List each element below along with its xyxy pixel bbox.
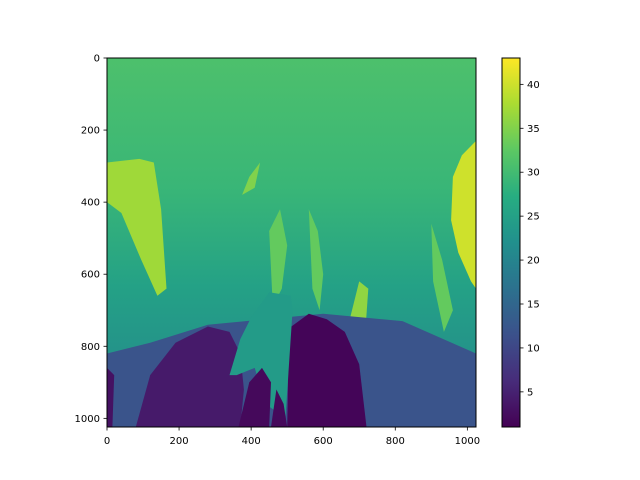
y-tick-label: 0 [94,54,100,65]
colorbar-frame [501,57,521,428]
colorbar-tick-label: 15 [527,300,540,311]
y-tick-label: 800 [81,342,100,353]
colorbar-gradient [502,58,520,427]
x-tick-label: 400 [242,436,261,447]
region-center-dark-lobe [287,313,367,427]
region-left-dark-lobe [135,326,244,427]
colorbar-ticks: 5 10 15 20 25 30 35 40 [520,80,540,398]
x-tick-label: 0 [104,436,110,447]
plot-area [106,57,477,428]
plot-frame [106,57,477,428]
y-axis: 0 200 400 600 800 1000 [75,54,107,425]
colorbar-tick-label: 20 [527,256,540,267]
y-tick-label: 400 [81,198,100,209]
colorbar-tick-label: 5 [527,387,533,398]
colorbar-tick-label: 25 [527,212,540,223]
region-streak-920 [431,223,453,332]
region-dark-notch-b [271,389,288,427]
region-streak-580 [308,209,324,311]
region-left-plume [107,158,167,296]
region-streak-470 [269,209,288,307]
x-tick-label: 1000 [455,436,480,447]
region-dark-notch-a [238,367,271,427]
y-tick-label: 1000 [75,414,100,425]
colorbar: 5 10 15 20 25 30 35 40 [501,57,540,428]
colorbar-tick-label: 35 [527,124,540,135]
x-axis: 0 200 400 600 800 1000 [104,427,480,447]
y-tick-label: 200 [81,126,100,137]
y-tick-label: 600 [81,270,100,281]
colorbar-tick-label: 40 [527,80,540,91]
colorbar-tick-label: 10 [527,343,540,354]
region-right-plume [451,140,476,289]
x-tick-label: 600 [314,436,333,447]
colorbar-tick-label: 30 [527,168,540,179]
heatmap-regions [107,140,476,427]
region-central-teal-wedge [229,292,293,419]
x-tick-label: 200 [170,436,189,447]
region-left-edge-dark [107,367,115,427]
x-tick-label: 800 [386,436,405,447]
region-center-plume [242,162,261,195]
